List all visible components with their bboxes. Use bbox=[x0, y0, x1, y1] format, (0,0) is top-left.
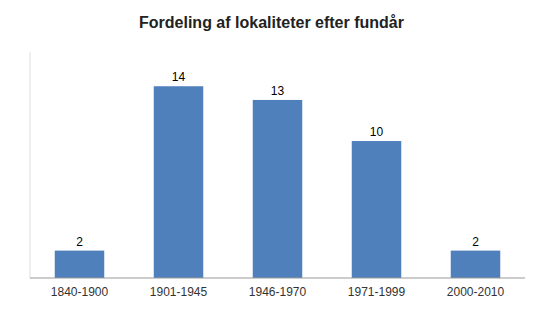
bar bbox=[154, 86, 204, 278]
x-tick-label: 1946-1970 bbox=[249, 285, 307, 299]
chart-container: Fordeling af lokaliteter efter fundår 2 14… bbox=[0, 0, 543, 320]
bar bbox=[55, 251, 105, 278]
x-tick-label: 2000-2010 bbox=[447, 285, 505, 299]
data-label: 2 bbox=[472, 235, 479, 249]
x-tick-label: 1971-1999 bbox=[348, 285, 406, 299]
x-axis-line bbox=[30, 278, 525, 279]
bar bbox=[352, 141, 402, 278]
data-label: 14 bbox=[172, 70, 186, 84]
chart: Fordeling af lokaliteter efter fundår 2 14… bbox=[0, 0, 543, 320]
y-range-line bbox=[30, 52, 31, 278]
bar bbox=[253, 100, 303, 278]
bar bbox=[451, 251, 501, 278]
data-label: 2 bbox=[76, 235, 83, 249]
x-tick-label: 1840-1900 bbox=[51, 285, 109, 299]
bars bbox=[55, 86, 501, 278]
x-tick-label: 1901-1945 bbox=[150, 285, 208, 299]
data-label: 10 bbox=[370, 125, 384, 139]
chart-title: Fordeling af lokaliteter efter fundår bbox=[139, 14, 404, 31]
data-label: 13 bbox=[271, 84, 285, 98]
